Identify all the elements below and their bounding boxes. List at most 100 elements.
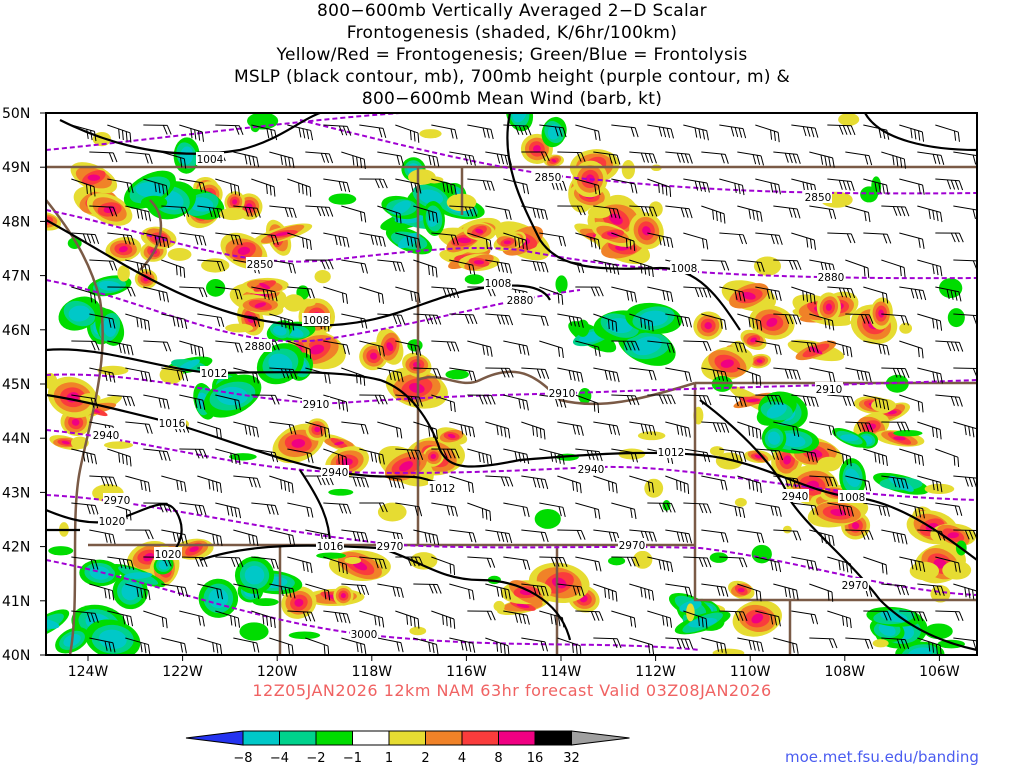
wind-barb [143, 610, 168, 629]
barb-flag [784, 477, 789, 488]
barb-flag [734, 396, 739, 407]
wind-barb [341, 529, 369, 543]
wind-barb [665, 151, 693, 164]
barb-flag [698, 557, 704, 567]
barb-flag [238, 508, 242, 519]
barb-flag [827, 590, 830, 601]
barb-flag [665, 185, 668, 196]
wind-barb [269, 205, 297, 219]
barb-flag [720, 642, 723, 653]
colorbar-swatch [315, 730, 353, 746]
shade-cell [334, 441, 344, 446]
wind-barb [809, 529, 835, 546]
barb-flag [616, 425, 621, 436]
barb-flag [850, 233, 856, 244]
barb-staff [935, 556, 959, 564]
shade-cell [522, 113, 544, 114]
wind-barb [899, 448, 924, 466]
wind-barb [89, 583, 115, 601]
barb-staff [809, 475, 834, 478]
barb-flag [778, 395, 784, 405]
wind-barb [809, 583, 834, 602]
barb-flag [932, 585, 937, 596]
shade-cell [825, 303, 832, 311]
wind-barb [287, 502, 314, 518]
barb-flag [442, 181, 446, 192]
shade-cell [893, 430, 923, 437]
barb-flag [284, 318, 287, 329]
barb-flag [922, 239, 925, 249]
barb-flag [715, 211, 718, 222]
barb-flag [810, 127, 815, 138]
wind-barb [719, 556, 748, 568]
wind-barb [935, 286, 962, 302]
barb-flag [310, 612, 316, 622]
barb-staff [809, 259, 834, 265]
barb-flag [252, 156, 256, 167]
wind-barb [179, 124, 204, 142]
barb-flag [363, 644, 367, 655]
barb-flag [320, 206, 326, 217]
barb-flag [831, 591, 834, 602]
label-bg [302, 313, 330, 326]
wind-barb [215, 178, 241, 196]
credit-link[interactable]: moe.met.fsu.edu/banding [785, 748, 979, 766]
wind-barb [287, 232, 312, 251]
barb-flag [932, 154, 937, 164]
barb-flag [478, 452, 481, 463]
wind-barb [737, 475, 762, 493]
barb-flag [291, 645, 294, 655]
barb-flag [144, 371, 148, 382]
shade-cell [872, 639, 889, 648]
barb-flag [972, 477, 977, 488]
barb-flag [148, 529, 154, 540]
barb-flag [201, 347, 205, 358]
barb-flag [86, 452, 90, 463]
barb-flag [122, 454, 124, 464]
state-borders [46, 165, 977, 655]
barb-flag [810, 342, 815, 353]
barb-flag [705, 618, 708, 629]
barb-flag [310, 453, 314, 464]
barb-flag [680, 532, 685, 543]
barb-staff [881, 313, 906, 317]
barb-flag [482, 395, 488, 405]
barb-flag [302, 237, 305, 248]
barb-flag [525, 240, 528, 251]
barb-staff [89, 367, 113, 374]
barb-flag [126, 396, 132, 407]
barb-flag [432, 584, 438, 594]
wind-barb [107, 394, 135, 407]
barb-flag [770, 182, 774, 193]
barb-flag [489, 240, 492, 251]
barb-flag [968, 530, 974, 540]
barb-flag [741, 185, 745, 196]
barb-flag [162, 237, 166, 248]
barb-flag [598, 131, 601, 141]
barb-flag [932, 642, 935, 653]
barb-flag [778, 184, 781, 195]
wind-barb [215, 556, 244, 568]
wind-barb [179, 340, 205, 358]
wind-barb [71, 340, 100, 351]
barb-flag [238, 235, 243, 246]
barb-flag [94, 398, 99, 409]
barb-flag [292, 588, 296, 599]
barb-flag [604, 262, 608, 273]
wind-barb [161, 367, 189, 382]
barb-flag [882, 129, 886, 139]
height-label: 2970 [377, 541, 404, 553]
barb-flag [868, 314, 874, 325]
barb-flag [562, 454, 565, 465]
barb-flag [874, 452, 877, 463]
barb-flag [770, 234, 775, 245]
barb-flag [680, 316, 685, 327]
wind-barb [341, 421, 369, 435]
barb-flag [792, 153, 797, 164]
barb-flag [832, 477, 838, 487]
barb-staff [485, 259, 510, 265]
barb-flag [964, 587, 967, 598]
barb-flag [518, 125, 524, 136]
barb-flag [676, 315, 681, 326]
label-bg [670, 261, 698, 274]
